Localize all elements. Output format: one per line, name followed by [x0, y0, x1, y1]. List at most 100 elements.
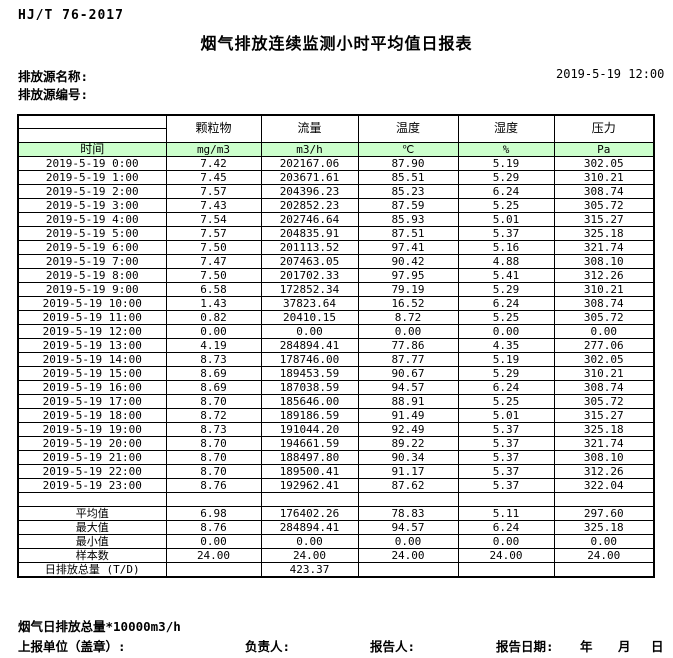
- table-row: 2019-5-19 5:00 7.57 204835.91 87.51 5.37 325.…: [17, 225, 655, 241]
- value-cell: 0.00: [553, 323, 655, 339]
- value-cell: 5.37: [457, 421, 555, 437]
- time-cell: 2019-5-19 0:00: [17, 155, 167, 171]
- value-cell: 7.50: [165, 239, 262, 255]
- value-cell: 4.19: [165, 337, 262, 353]
- summary-row: 最小值 0.00 0.00 0.00 0.00 0.00: [17, 533, 655, 549]
- value-cell: [165, 491, 262, 507]
- value-cell: 6.24: [457, 379, 555, 395]
- value-cell: 79.19: [357, 281, 459, 297]
- value-cell: 325.18: [553, 519, 655, 535]
- value-cell: 5.29: [457, 365, 555, 381]
- value-cell: 325.18: [553, 421, 655, 437]
- table-row: 2019-5-19 9:00 6.58 172852.34 79.19 5.29 310.…: [17, 281, 655, 297]
- time-cell: 2019-5-19 4:00: [17, 211, 167, 227]
- table-row: 2019-5-19 0:00 7.42 202167.06 87.90 5.19 302.…: [17, 155, 655, 171]
- value-cell: 8.76: [165, 519, 262, 535]
- value-cell: 4.88: [457, 253, 555, 269]
- time-cell: 2019-5-19 12:00: [17, 323, 167, 339]
- table-row: 2019-5-19 3:00 7.43 202852.23 87.59 5.25 305.…: [17, 197, 655, 213]
- header-blank-cell-bottom: [17, 128, 167, 143]
- value-cell: 321.74: [553, 239, 655, 255]
- value-cell: 297.60: [553, 505, 655, 521]
- time-cell: 2019-5-19 16:00: [17, 379, 167, 395]
- value-cell: 0.00: [457, 533, 555, 549]
- value-cell: 312.26: [553, 267, 655, 283]
- value-cell: 7.50: [165, 267, 262, 283]
- table-row: 2019-5-19 17:00 8.70 185646.00 88.91 5.25 305…: [17, 393, 655, 409]
- table-row: 2019-5-19 16:00 8.69 187038.59 94.57 6.24 308…: [17, 379, 655, 395]
- table-row: 2019-5-19 15:00 8.69 189453.59 90.67 5.29 310…: [17, 365, 655, 381]
- value-cell: 8.70: [165, 449, 262, 465]
- value-cell: 7.54: [165, 211, 262, 227]
- value-cell: 178746.00: [260, 351, 359, 367]
- summary-row: 最大值 8.76 284894.41 94.57 6.24 325.18: [17, 519, 655, 535]
- value-cell: 308.74: [553, 183, 655, 199]
- value-cell: 85.23: [357, 183, 459, 199]
- value-cell: 305.72: [553, 309, 655, 325]
- value-cell: 87.90: [357, 155, 459, 171]
- responsible-person-label: 负责人:: [245, 639, 291, 654]
- value-cell: 176402.26: [260, 505, 359, 521]
- value-cell: 325.18: [553, 225, 655, 241]
- value-cell: 7.57: [165, 183, 262, 199]
- time-cell: 2019-5-19 18:00: [17, 407, 167, 423]
- summary-row: 日排放总量 (T/D) 423.37: [17, 561, 655, 578]
- value-cell: 0.00: [357, 323, 459, 339]
- value-cell: 4.35: [457, 337, 555, 353]
- value-cell: 202167.06: [260, 155, 359, 171]
- time-cell: 2019-5-19 13:00: [17, 337, 167, 353]
- value-cell: 88.91: [357, 393, 459, 409]
- table-row: 2019-5-19 22:00 8.70 189500.41 91.17 5.37 312…: [17, 463, 655, 479]
- value-cell: 6.24: [457, 295, 555, 311]
- value-cell: 6.58: [165, 281, 262, 297]
- time-cell: 2019-5-19 11:00: [17, 309, 167, 325]
- time-cell: 2019-5-19 10:00: [17, 295, 167, 311]
- value-cell: 284894.41: [260, 519, 359, 535]
- unit-humidity: %: [457, 141, 555, 157]
- table-row: 2019-5-19 21:00 8.70 188497.80 90.34 5.37 308…: [17, 449, 655, 465]
- summary-label-cell: 最大值: [17, 519, 167, 535]
- value-cell: 321.74: [553, 435, 655, 451]
- value-cell: 5.29: [457, 169, 555, 185]
- report-datetime: 2019-5-19 12:00: [556, 67, 665, 81]
- value-cell: 91.49: [357, 407, 459, 423]
- table-row: 2019-5-19 11:00 0.82 20410.15 8.72 5.25 305.7…: [17, 309, 655, 325]
- report-date-label: 报告日期:: [496, 639, 554, 654]
- value-cell: 310.21: [553, 169, 655, 185]
- time-cell: 2019-5-19 21:00: [17, 449, 167, 465]
- value-cell: [357, 561, 459, 578]
- value-cell: 85.51: [357, 169, 459, 185]
- value-cell: 8.73: [165, 351, 262, 367]
- value-cell: 189186.59: [260, 407, 359, 423]
- value-cell: 89.22: [357, 435, 459, 451]
- summary-label-cell: [17, 491, 167, 507]
- table-row: 2019-5-19 8:00 7.50 201702.33 97.95 5.41 312.…: [17, 267, 655, 283]
- time-cell: 2019-5-19 15:00: [17, 365, 167, 381]
- value-cell: [357, 491, 459, 507]
- value-cell: 423.37: [260, 561, 359, 578]
- value-cell: [165, 561, 262, 578]
- source-id-label: 排放源编号:: [18, 87, 89, 102]
- summary-row: 样本数 24.00 24.00 24.00 24.00 24.00: [17, 547, 655, 563]
- units-row: 时间 mg/m3 m3/h ℃ % Pa: [17, 141, 655, 157]
- time-header: 时间: [17, 141, 167, 157]
- value-cell: 5.19: [457, 155, 555, 171]
- value-cell: 92.49: [357, 421, 459, 437]
- value-cell: 7.43: [165, 197, 262, 213]
- value-cell: 6.98: [165, 505, 262, 521]
- month-label: 月: [618, 639, 631, 654]
- reporter-label: 报告人:: [370, 639, 416, 654]
- table-row: 2019-5-19 7:00 7.47 207463.05 90.42 4.88 308.…: [17, 253, 655, 269]
- unit-flow: m3/h: [260, 141, 359, 157]
- value-cell: 91.17: [357, 463, 459, 479]
- time-cell: 2019-5-19 22:00: [17, 463, 167, 479]
- value-cell: 37823.64: [260, 295, 359, 311]
- value-cell: 90.42: [357, 253, 459, 269]
- value-cell: 8.69: [165, 365, 262, 381]
- value-cell: 97.41: [357, 239, 459, 255]
- time-cell: 2019-5-19 2:00: [17, 183, 167, 199]
- value-cell: 6.24: [457, 183, 555, 199]
- value-cell: 207463.05: [260, 253, 359, 269]
- value-cell: 284894.41: [260, 337, 359, 353]
